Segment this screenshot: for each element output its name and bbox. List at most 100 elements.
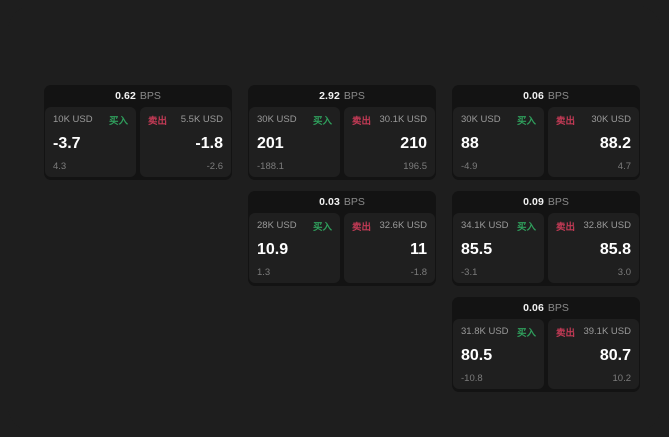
quote-card-grid: 0.62 BPS 10K USD 买入 -3.7 4.3 (36, 77, 644, 397)
sell-price: 88.2 (599, 135, 631, 152)
buy-side-panel[interactable]: 34.1K USD 买入 85.5 -3.1 (453, 213, 544, 283)
bps-unit-label: BPS (547, 90, 569, 102)
buy-action-label: 买入 (312, 221, 332, 233)
sell-side-panel[interactable]: 卖出 39.1K USD 80.7 10.2 (548, 319, 639, 389)
bps-value: 0.06 (523, 90, 544, 102)
buy-delta: -4.9 (461, 161, 478, 172)
buy-side-header: 34.1K USD 买入 (461, 219, 536, 233)
sell-price: 11 (410, 241, 427, 258)
grid-cell-r2c3: 0.09 BPS 34.1K USD 买入 85.5 -3.1 (444, 183, 648, 289)
sell-size-label: 30K USD (591, 114, 631, 125)
bps-value: 0.06 (523, 302, 544, 314)
card-header: 0.62 BPS (44, 85, 232, 107)
buy-delta: -188.1 (257, 161, 284, 172)
buy-size-label: 28K USD (257, 220, 297, 231)
buy-action-label: 买入 (108, 115, 128, 127)
sell-delta: 10.2 (612, 373, 632, 384)
buy-side-panel[interactable]: 31.8K USD 买入 80.5 -10.8 (453, 319, 544, 389)
sell-size-label: 32.8K USD (583, 220, 631, 231)
buy-side-panel[interactable]: 10K USD 买入 -3.7 4.3 (45, 107, 136, 177)
sell-action-label: 卖出 (352, 115, 372, 127)
buy-side-panel[interactable]: 30K USD 买入 88 -4.9 (453, 107, 544, 177)
card-sides: 30K USD 买入 201 -188.1 卖出 30.1K USD 210 (248, 107, 436, 178)
sell-price: -1.8 (195, 135, 223, 152)
sell-price: 80.7 (599, 347, 631, 364)
buy-size-label: 31.8K USD (461, 326, 509, 337)
quote-card[interactable]: 0.09 BPS 34.1K USD 买入 85.5 -3.1 (452, 191, 640, 286)
buy-side-header: 10K USD 买入 (53, 113, 128, 127)
bps-unit-label: BPS (343, 196, 365, 208)
sell-side-header: 卖出 5.5K USD (148, 113, 223, 127)
card-sides: 10K USD 买入 -3.7 4.3 卖出 5.5K USD -1.8 (44, 107, 232, 178)
card-header: 0.06 BPS (452, 85, 640, 107)
quote-card[interactable]: 0.62 BPS 10K USD 买入 -3.7 4.3 (44, 85, 232, 180)
sell-delta: -1.8 (410, 267, 427, 278)
bps-value: 0.09 (523, 196, 544, 208)
quote-card[interactable]: 0.06 BPS 31.8K USD 买入 80.5 -10.8 (452, 297, 640, 392)
sell-delta: -2.6 (206, 161, 223, 172)
sell-side-panel[interactable]: 卖出 32.6K USD 11 -1.8 (344, 213, 435, 283)
sell-price: 85.8 (599, 241, 631, 258)
bps-unit-label: BPS (547, 196, 569, 208)
buy-action-label: 买入 (516, 221, 536, 233)
buy-action-label: 买入 (516, 327, 536, 339)
sell-side-panel[interactable]: 卖出 30.1K USD 210 196.5 (344, 107, 435, 177)
sell-action-label: 卖出 (148, 115, 168, 127)
quote-card[interactable]: 0.06 BPS 30K USD 买入 88 -4.9 (452, 85, 640, 180)
sell-size-label: 5.5K USD (180, 114, 223, 125)
card-header: 2.92 BPS (248, 85, 436, 107)
buy-side-header: 31.8K USD 买入 (461, 325, 536, 339)
grid-cell-r3c1-empty (36, 289, 240, 395)
grid-cell-r3c2-empty (240, 289, 444, 395)
sell-delta: 3.0 (617, 267, 631, 278)
bps-value: 2.92 (319, 90, 340, 102)
grid-cell-r1c1: 0.62 BPS 10K USD 买入 -3.7 4.3 (36, 77, 240, 183)
card-sides: 28K USD 买入 10.9 1.3 卖出 32.6K USD 11 (248, 213, 436, 284)
buy-side-panel[interactable]: 30K USD 买入 201 -188.1 (249, 107, 340, 177)
sell-size-label: 32.6K USD (379, 220, 427, 231)
sell-size-label: 30.1K USD (379, 114, 427, 125)
buy-price: 201 (257, 135, 284, 152)
buy-price: 88 (461, 135, 479, 152)
buy-price: 85.5 (461, 241, 493, 258)
sell-price: 210 (400, 135, 427, 152)
bps-unit-label: BPS (547, 302, 569, 314)
sell-action-label: 卖出 (352, 221, 372, 233)
sell-side-panel[interactable]: 卖出 5.5K USD -1.8 -2.6 (140, 107, 231, 177)
bps-unit-label: BPS (343, 90, 365, 102)
grid-cell-r1c3: 0.06 BPS 30K USD 买入 88 -4.9 (444, 77, 648, 183)
grid-cell-r2c2: 0.03 BPS 28K USD 买入 10.9 1.3 (240, 183, 444, 289)
sell-delta: 4.7 (617, 161, 631, 172)
sell-side-panel[interactable]: 卖出 32.8K USD 85.8 3.0 (548, 213, 639, 283)
sell-side-panel[interactable]: 卖出 30K USD 88.2 4.7 (548, 107, 639, 177)
grid-cell-r1c2: 2.92 BPS 30K USD 买入 201 -188.1 (240, 77, 444, 183)
bps-unit-label: BPS (139, 90, 161, 102)
sell-action-label: 卖出 (556, 115, 576, 127)
buy-side-panel[interactable]: 28K USD 买入 10.9 1.3 (249, 213, 340, 283)
quote-board-surface: 0.62 BPS 10K USD 买入 -3.7 4.3 (8, 5, 661, 432)
card-header: 0.09 BPS (452, 191, 640, 213)
buy-size-label: 10K USD (53, 114, 93, 125)
buy-side-header: 30K USD 买入 (257, 113, 332, 127)
bps-value: 0.03 (319, 196, 340, 208)
buy-side-header: 28K USD 买入 (257, 219, 332, 233)
buy-delta: 4.3 (53, 161, 67, 172)
buy-price: 80.5 (461, 347, 493, 364)
buy-delta: 1.3 (257, 267, 271, 278)
quote-card[interactable]: 0.03 BPS 28K USD 买入 10.9 1.3 (248, 191, 436, 286)
quote-card[interactable]: 2.92 BPS 30K USD 买入 201 -188.1 (248, 85, 436, 180)
grid-cell-r3c3: 0.06 BPS 31.8K USD 买入 80.5 -10.8 (444, 289, 648, 395)
sell-side-header: 卖出 32.6K USD (352, 219, 427, 233)
buy-price: 10.9 (257, 241, 289, 258)
buy-action-label: 买入 (516, 115, 536, 127)
sell-side-header: 卖出 39.1K USD (556, 325, 631, 339)
buy-delta: -3.1 (461, 267, 478, 278)
buy-price: -3.7 (53, 135, 81, 152)
buy-action-label: 买入 (312, 115, 332, 127)
card-sides: 34.1K USD 买入 85.5 -3.1 卖出 32.8K USD 85. (452, 213, 640, 284)
card-header: 0.03 BPS (248, 191, 436, 213)
sell-delta: 196.5 (403, 161, 427, 172)
sell-action-label: 卖出 (556, 327, 576, 339)
card-sides: 30K USD 买入 88 -4.9 卖出 30K USD 88.2 (452, 107, 640, 178)
